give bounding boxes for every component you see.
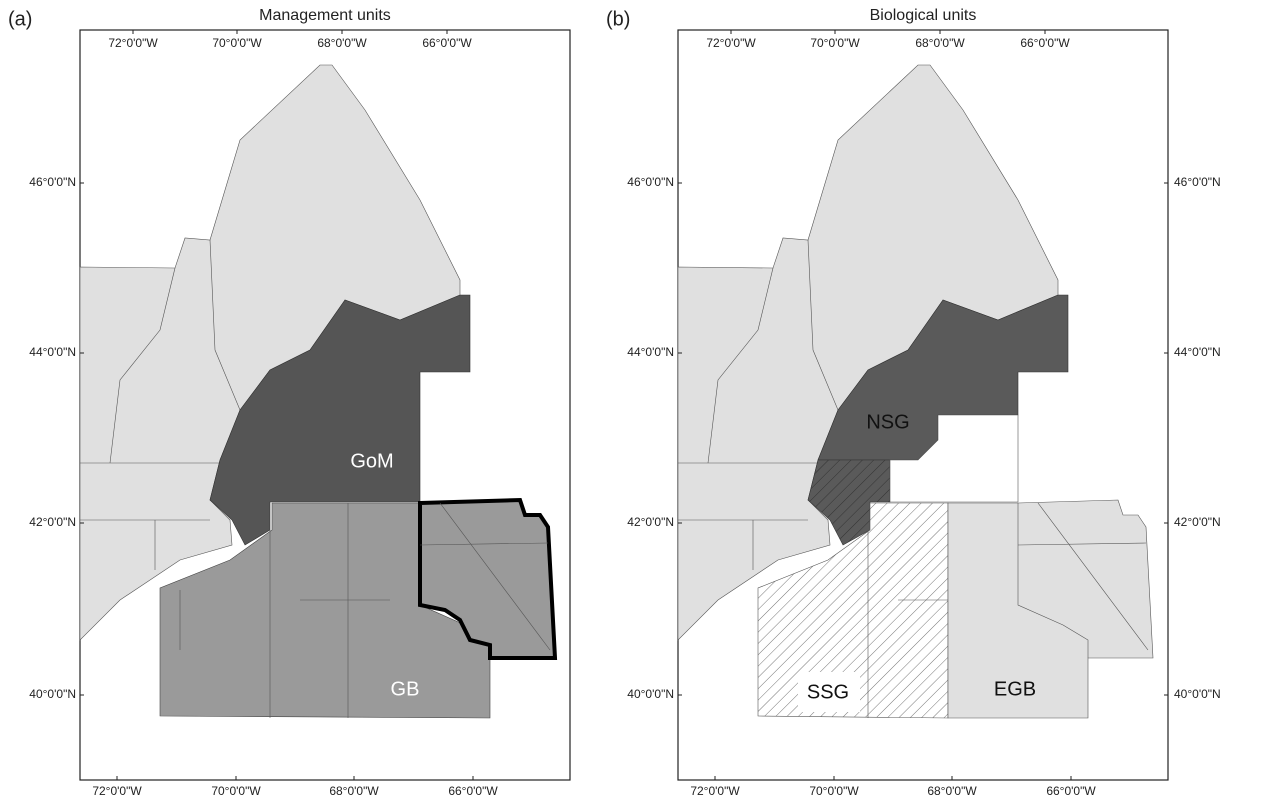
map-title: Management units — [259, 7, 391, 24]
bottom-tick-label: 72°0'0"W — [690, 784, 740, 798]
bottom-tick-label: 68°0'0"W — [927, 784, 977, 798]
top-tick-label: 68°0'0"W — [915, 36, 965, 50]
panel-label: (b) — [606, 8, 630, 30]
bottom-tick-label: 68°0'0"W — [329, 784, 379, 798]
top-tick-label: 66°0'0"W — [1020, 36, 1070, 50]
stat-area-lines — [179, 502, 551, 718]
gom-unit — [209, 294, 471, 546]
region-label: GoM — [350, 450, 393, 472]
egb-unit — [947, 499, 1154, 719]
left-tick-label: 44°0'0"N — [29, 345, 76, 359]
left-tick-label: 40°0'0"N — [29, 687, 76, 701]
right-tick-label: 46°0'0"N — [1174, 175, 1221, 189]
region-label: EGB — [994, 678, 1036, 700]
top-tick-label: 70°0'0"W — [810, 36, 860, 50]
left-tick-label: 42°0'0"N — [29, 515, 76, 529]
right-tick-label: 40°0'0"N — [1174, 687, 1221, 701]
region-label: GB — [391, 678, 420, 700]
bottom-tick-label: 66°0'0"W — [1046, 784, 1096, 798]
closed-area-box — [418, 497, 558, 660]
bottom-tick-label: 70°0'0"W — [809, 784, 859, 798]
bottom-tick-label: 72°0'0"W — [92, 784, 142, 798]
top-tick-label: 68°0'0"W — [317, 36, 367, 50]
left-tick-label: 40°0'0"N — [627, 687, 674, 701]
left-tick-label: 44°0'0"N — [627, 345, 674, 359]
left-tick-label: 46°0'0"N — [29, 175, 76, 189]
unassigned-area — [889, 414, 1019, 503]
region-label: NSG — [866, 411, 909, 433]
map-title: Biological units — [870, 7, 977, 24]
panel-a — [79, 29, 571, 781]
left-tick-label: 46°0'0"N — [627, 175, 674, 189]
right-tick-label: 42°0'0"N — [1174, 515, 1221, 529]
bottom-tick-label: 70°0'0"W — [211, 784, 261, 798]
right-tick-label: 44°0'0"N — [1174, 345, 1221, 359]
panel-b — [677, 29, 1169, 781]
left-tick-label: 42°0'0"N — [627, 515, 674, 529]
label-backdrop — [798, 672, 860, 712]
bottom-tick-label: 66°0'0"W — [448, 784, 498, 798]
top-tick-label: 72°0'0"W — [706, 36, 756, 50]
stat-area-lines — [867, 502, 1149, 718]
top-tick-label: 72°0'0"W — [108, 36, 158, 50]
top-tick-label: 66°0'0"W — [422, 36, 472, 50]
region-label: SSG — [807, 681, 849, 703]
panel-label: (a) — [8, 8, 32, 30]
top-tick-label: 70°0'0"W — [212, 36, 262, 50]
